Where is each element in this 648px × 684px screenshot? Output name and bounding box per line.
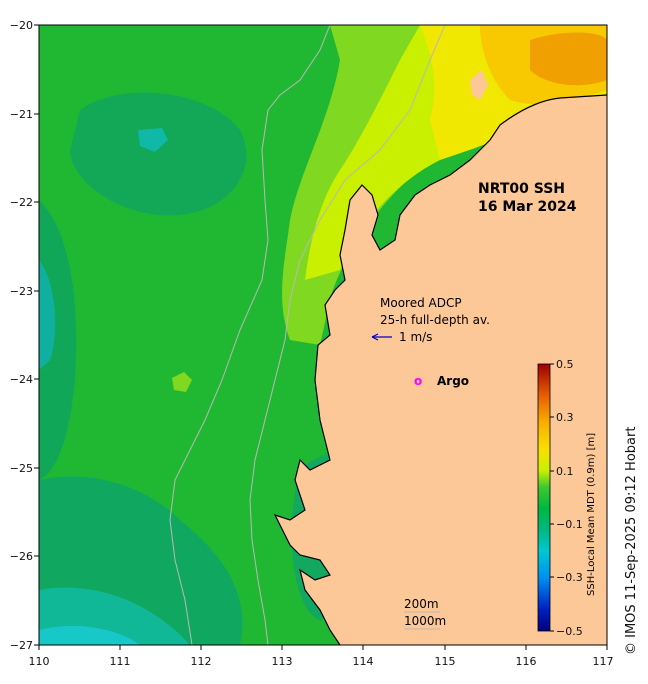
x-axis: 110 111 112 113 114 115 116 117 [29, 645, 614, 668]
x-tick-label: 112 [191, 655, 212, 668]
credit-stamp: © IMOS 11-Sep-2025 09:12 Hobart [624, 426, 639, 655]
map-title: NRT00 SSH [478, 181, 565, 197]
velocity-scale-arrow-icon [371, 333, 392, 341]
colorbar-tick-label: 0.1 [556, 465, 574, 478]
isobath-1000m-line [169, 25, 331, 645]
ssh-low-west [39, 200, 77, 480]
colorbar: 0.5 0.3 0.1 −0.1 −0.3 −0.5 SSH-Local Mea… [537, 358, 597, 638]
colorbar-tick-label: −0.5 [556, 625, 583, 638]
argo-marker-icon: o [414, 374, 422, 388]
land-island [470, 70, 488, 100]
coastline [273, 94, 607, 645]
mooring-label: Moored ADCP [380, 296, 462, 310]
x-tick-label: 117 [593, 655, 614, 668]
ssh-low-south-core [39, 625, 140, 645]
x-tick-label: 114 [353, 655, 374, 668]
y-tick-label: −22 [10, 196, 33, 209]
ssh-eddy-low [70, 92, 247, 216]
x-tick-label: 110 [29, 655, 50, 668]
land-peninsula [320, 515, 360, 560]
y-tick-label: −20 [10, 19, 33, 32]
ssh-eddy-core [138, 128, 168, 152]
x-tick-label: 116 [516, 655, 537, 668]
y-tick-label: −24 [10, 373, 33, 386]
map-date: 16 Mar 2024 [478, 199, 577, 215]
colorbar-tick-label: 0.3 [556, 411, 574, 424]
y-tick-label: −25 [10, 462, 33, 475]
y-tick-label: −21 [10, 108, 33, 121]
ssh-high-peak [530, 32, 607, 86]
colorbar-ramp [537, 363, 551, 632]
colorbar-title: SSH-Local Mean MDT (0.9m) [m] [586, 433, 597, 596]
ssh-small-high [172, 372, 192, 392]
isobath-1000m-label: 1000m [404, 614, 446, 628]
y-tick-label: −23 [10, 285, 33, 298]
land-mass [275, 95, 607, 645]
isobath-200m-line [249, 25, 446, 645]
x-tick-label: 115 [435, 655, 456, 668]
colorbar-tick-label: 0.5 [556, 358, 574, 371]
colorbar-tick-label: −0.3 [556, 571, 583, 584]
plot-frame [38, 24, 608, 646]
map-plot-area [39, 25, 607, 645]
velocity-scale-label: 1 m/s [399, 330, 432, 344]
ssh-low-west-core [39, 260, 56, 370]
y-axis: −20 −21 −22 −23 −24 −25 −26 −27 [10, 19, 39, 652]
colorbar-tick-label: −0.1 [556, 518, 583, 531]
y-tick-label: −27 [10, 639, 33, 652]
mooring-sublabel: 25-h full-depth av. [380, 313, 490, 327]
y-tick-label: −26 [10, 550, 33, 563]
argo-label: Argo [437, 374, 469, 388]
x-tick-label: 113 [272, 655, 293, 668]
isobath-200m-label: 200m [404, 597, 439, 611]
x-tick-label: 111 [110, 655, 131, 668]
